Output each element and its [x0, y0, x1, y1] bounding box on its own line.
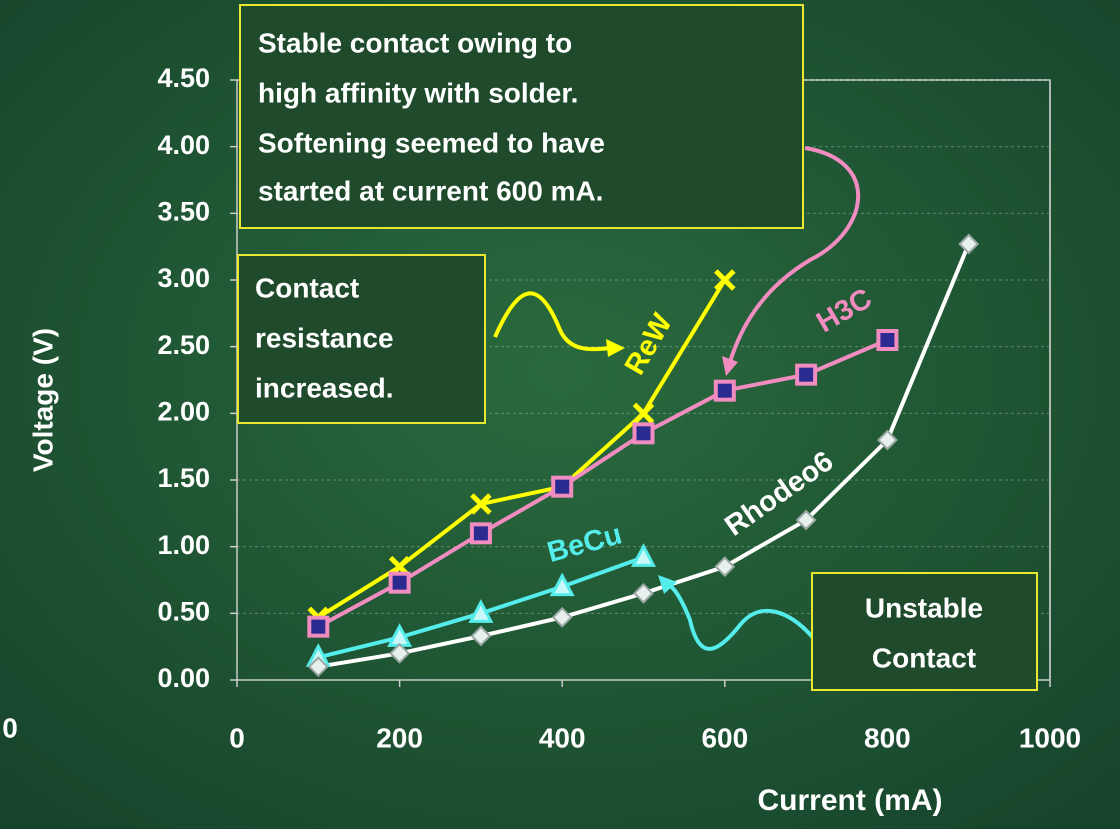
- x-tick-label: 400: [539, 722, 586, 753]
- y-tick-label: 3.00: [157, 263, 210, 293]
- annotation-box: [237, 254, 486, 424]
- y-tick-label: 2.50: [157, 330, 210, 360]
- marker-cross: [470, 493, 492, 515]
- marker: [633, 582, 654, 604]
- x-tick-label: 1000: [1019, 722, 1081, 753]
- annotation-text: Stable contact owing to: [258, 27, 572, 58]
- annotation-text: Contact: [255, 272, 359, 303]
- marker: [389, 642, 411, 664]
- y-tick-label: 1.00: [157, 530, 210, 560]
- marker: [307, 656, 329, 678]
- x-tick-label: 600: [701, 722, 748, 753]
- annotations: Stable contact owing to high affinity wit…: [237, 4, 1038, 691]
- marker: [632, 422, 655, 445]
- marker: [307, 615, 330, 638]
- arrow: [728, 146, 861, 363]
- x-tick-label: 200: [376, 722, 423, 753]
- marker: [549, 572, 575, 597]
- marker: [958, 233, 980, 255]
- annotation-text: Contact: [872, 642, 976, 673]
- marker: [631, 543, 656, 567]
- arrow: [666, 583, 817, 651]
- y-tick-label: 0.00: [157, 663, 210, 693]
- marker: [713, 379, 736, 402]
- annotation-text: high affinity with solder.: [258, 77, 578, 108]
- marker: [551, 606, 573, 628]
- y-tick-label: 4.50: [157, 63, 210, 93]
- annotation-box: [239, 4, 804, 229]
- series-line: [317, 278, 727, 620]
- marker: [876, 329, 899, 351]
- marker: [470, 493, 492, 515]
- marker: [795, 363, 818, 386]
- marker: [795, 509, 817, 531]
- arrow-head: [722, 356, 738, 376]
- marker: [551, 475, 574, 498]
- marker: [632, 402, 655, 425]
- annotation-text: Softening seemed to have: [258, 127, 605, 158]
- arrows: [493, 146, 861, 651]
- marker: [388, 571, 411, 594]
- x-tick-label: 800: [864, 722, 911, 753]
- marker: [468, 599, 494, 623]
- marker-cross: [632, 402, 655, 425]
- annotation-text: resistance: [255, 322, 394, 353]
- y-tick-label: 2.00: [157, 396, 210, 426]
- x-axis-title: Current (mA): [758, 784, 943, 817]
- marker: [714, 269, 736, 291]
- y-tick-label: 0.50: [157, 596, 210, 626]
- y-tick-label: 3.50: [157, 196, 210, 226]
- marker: [469, 522, 492, 545]
- annotation-text: started at current 600 mA.: [258, 175, 603, 206]
- marker: [876, 429, 898, 451]
- y-axis-title: Voltage (V): [27, 328, 58, 472]
- arrow-head: [606, 339, 625, 357]
- annotation-text: Unstable: [865, 592, 983, 623]
- arrow: [493, 291, 613, 352]
- y-tick-label: 1.50: [157, 463, 210, 493]
- marker: [714, 556, 736, 578]
- annotation-box: [811, 572, 1038, 691]
- annotation-text: increased.: [255, 372, 394, 403]
- marker-cross: [714, 269, 736, 291]
- series-line: [317, 338, 889, 629]
- stray-tick-label: 0: [2, 712, 18, 743]
- x-tick-label: 0: [229, 722, 245, 753]
- y-tick-label: 4.00: [157, 130, 210, 160]
- arrow-head: [658, 575, 677, 594]
- marker: [470, 625, 492, 647]
